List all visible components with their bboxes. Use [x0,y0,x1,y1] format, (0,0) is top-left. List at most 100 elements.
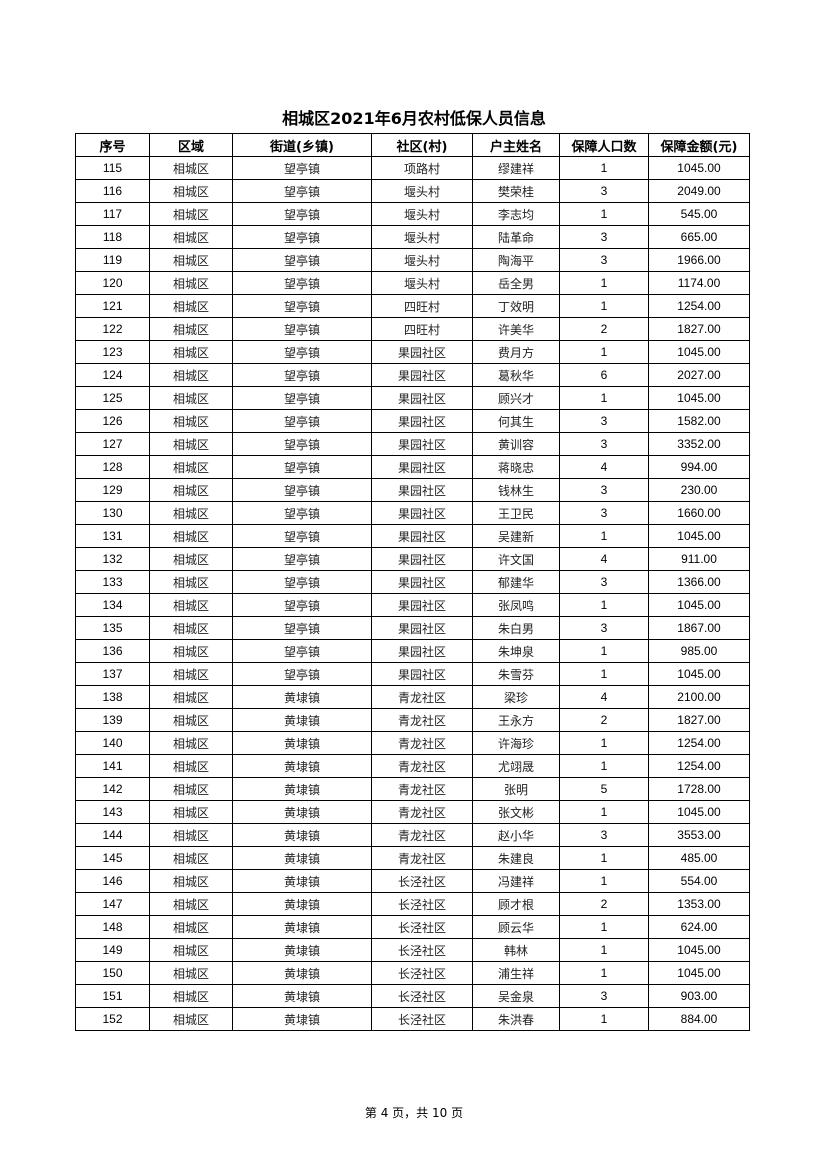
cell-street: 黄埭镇 [232,984,372,1008]
cell-people-count: 1 [559,639,649,663]
cell-district: 相城区 [149,248,233,272]
cell-amount: 1582.00 [648,409,750,433]
cell-index: 142 [75,777,150,801]
cell-amount: 1254.00 [648,731,750,755]
cell-community: 堰头村 [371,179,473,203]
cell-street: 黄埭镇 [232,731,372,755]
cell-district: 相城区 [149,156,233,180]
header-index: 序号 [75,133,150,157]
cell-street: 望亭镇 [232,363,372,387]
cell-street: 望亭镇 [232,616,372,640]
cell-district: 相城区 [149,938,233,962]
cell-community: 四旺村 [371,317,473,341]
cell-street: 望亭镇 [232,340,372,364]
table-row: 136 相城区 望亭镇 果园社区 朱坤泉 1 985.00 [75,639,750,663]
cell-community: 长泾社区 [371,1007,473,1031]
cell-street: 黄埭镇 [232,777,372,801]
cell-district: 相城区 [149,409,233,433]
cell-street: 望亭镇 [232,662,372,686]
cell-district: 相城区 [149,547,233,571]
cell-index: 120 [75,271,150,295]
cell-district: 相城区 [149,984,233,1008]
cell-householder: 朱建良 [472,846,560,870]
cell-street: 黄埭镇 [232,708,372,732]
cell-street: 黄埭镇 [232,846,372,870]
cell-district: 相城区 [149,869,233,893]
table-row: 123 相城区 望亭镇 果园社区 费月方 1 1045.00 [75,340,750,364]
cell-householder: 葛秋华 [472,363,560,387]
cell-community: 果园社区 [371,662,473,686]
cell-district: 相城区 [149,823,233,847]
cell-index: 126 [75,409,150,433]
cell-amount: 884.00 [648,1007,750,1031]
cell-index: 119 [75,248,150,272]
cell-district: 相城区 [149,524,233,548]
cell-street: 望亭镇 [232,524,372,548]
cell-amount: 485.00 [648,846,750,870]
cell-community: 青龙社区 [371,800,473,824]
cell-community: 果园社区 [371,524,473,548]
cell-amount: 1353.00 [648,892,750,916]
cell-street: 望亭镇 [232,294,372,318]
cell-index: 137 [75,662,150,686]
table-row: 128 相城区 望亭镇 果园社区 蒋晓忠 4 994.00 [75,455,750,479]
cell-householder: 浦生祥 [472,961,560,985]
cell-people-count: 1 [559,156,649,180]
cell-street: 望亭镇 [232,547,372,571]
cell-index: 132 [75,547,150,571]
cell-district: 相城区 [149,639,233,663]
cell-people-count: 4 [559,455,649,479]
cell-amount: 2100.00 [648,685,750,709]
cell-community: 长泾社区 [371,915,473,939]
cell-amount: 624.00 [648,915,750,939]
cell-index: 133 [75,570,150,594]
cell-people-count: 2 [559,708,649,732]
cell-street: 望亭镇 [232,639,372,663]
cell-index: 130 [75,501,150,525]
table-row: 135 相城区 望亭镇 果园社区 朱白男 3 1867.00 [75,616,750,640]
cell-street: 望亭镇 [232,248,372,272]
cell-householder: 朱洪春 [472,1007,560,1031]
cell-people-count: 3 [559,179,649,203]
cell-community: 青龙社区 [371,777,473,801]
cell-index: 146 [75,869,150,893]
cell-amount: 911.00 [648,547,750,571]
cell-amount: 1045.00 [648,662,750,686]
cell-amount: 1366.00 [648,570,750,594]
cell-householder: 顾才根 [472,892,560,916]
cell-householder: 朱坤泉 [472,639,560,663]
cell-people-count: 3 [559,432,649,456]
cell-amount: 1045.00 [648,938,750,962]
cell-people-count: 1 [559,524,649,548]
cell-index: 116 [75,179,150,203]
cell-amount: 665.00 [648,225,750,249]
cell-householder: 蒋晓忠 [472,455,560,479]
table-row: 117 相城区 望亭镇 堰头村 李志均 1 545.00 [75,202,750,226]
cell-people-count: 3 [559,409,649,433]
cell-community: 果园社区 [371,547,473,571]
cell-district: 相城区 [149,616,233,640]
cell-index: 124 [75,363,150,387]
header-people-count: 保障人口数 [559,133,649,157]
table-row: 138 相城区 黄埭镇 青龙社区 梁珍 4 2100.00 [75,685,750,709]
cell-people-count: 1 [559,593,649,617]
header-community: 社区(村) [371,133,473,157]
cell-amount: 1966.00 [648,248,750,272]
table-row: 137 相城区 望亭镇 果园社区 朱雪芬 1 1045.00 [75,662,750,686]
cell-people-count: 1 [559,800,649,824]
cell-street: 黄埭镇 [232,892,372,916]
cell-people-count: 4 [559,547,649,571]
cell-amount: 903.00 [648,984,750,1008]
cell-street: 黄埭镇 [232,685,372,709]
cell-amount: 1045.00 [648,961,750,985]
cell-community: 堰头村 [371,202,473,226]
cell-amount: 1660.00 [648,501,750,525]
table-row: 139 相城区 黄埭镇 青龙社区 王永方 2 1827.00 [75,708,750,732]
cell-people-count: 1 [559,662,649,686]
cell-index: 148 [75,915,150,939]
cell-amount: 1045.00 [648,800,750,824]
cell-amount: 1045.00 [648,340,750,364]
cell-householder: 王卫民 [472,501,560,525]
cell-community: 堰头村 [371,271,473,295]
cell-index: 129 [75,478,150,502]
